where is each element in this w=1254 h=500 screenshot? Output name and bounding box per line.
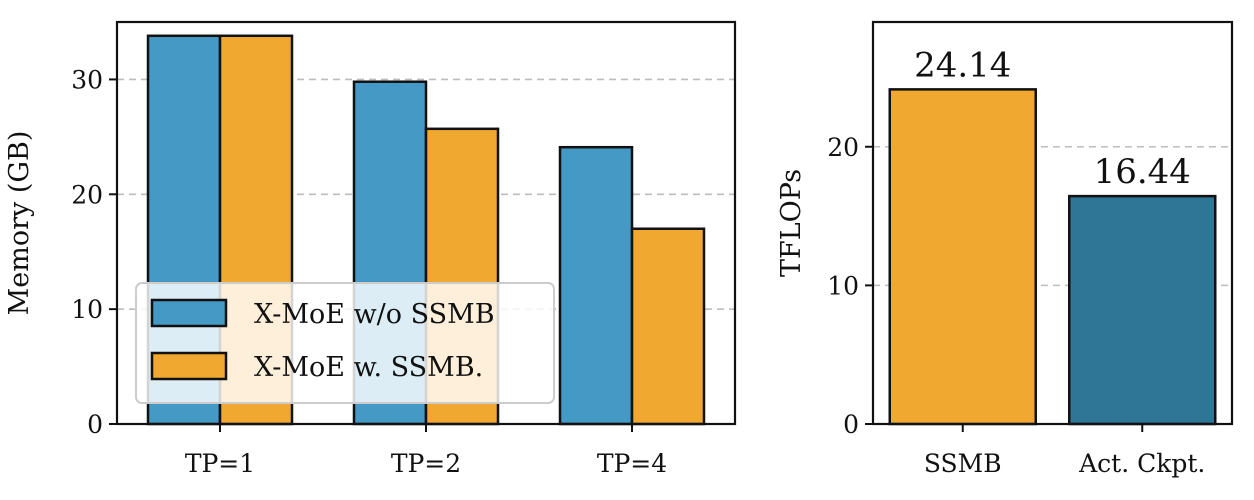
legend-box bbox=[135, 282, 555, 404]
y-tick-label: 0 bbox=[87, 410, 103, 439]
x-tick-label: SSMB bbox=[924, 449, 1002, 478]
plot-frame bbox=[871, 20, 1234, 426]
legend-label: X-MoE w. SSMB. bbox=[254, 352, 483, 383]
y-tick-label: 20 bbox=[71, 180, 103, 209]
y-axis-label: TFLOPs bbox=[776, 169, 807, 277]
legend-swatch bbox=[150, 351, 228, 381]
y-tick-label: 10 bbox=[71, 295, 103, 324]
x-tick-label: TP=1 bbox=[185, 449, 255, 478]
data-label: 24.14 bbox=[914, 45, 1011, 85]
bar bbox=[888, 88, 1037, 426]
plot-frame bbox=[115, 20, 737, 426]
tflops-chart: 24.14 SSMB 16.44 Act. Ckpt. 0 10 20 TFLOPs bbox=[776, 20, 1234, 478]
memory-chart: TP=1 TP=2 TP=4 0 10 20 30 Memory (GB) X-MoE w/o … bbox=[4, 20, 737, 478]
bar-w-ssmb bbox=[630, 227, 706, 426]
x-tick-label: TP=2 bbox=[391, 449, 461, 478]
legend: X-MoE w/o SSMB X-MoE w. SSMB. bbox=[135, 282, 555, 404]
legend-label: X-MoE w/o SSMB bbox=[254, 299, 495, 330]
y-tick-label: 10 bbox=[827, 271, 859, 300]
legend-swatch bbox=[150, 298, 228, 328]
x-tick-label: Act. Ckpt. bbox=[1078, 449, 1205, 478]
y-tick-label: 20 bbox=[827, 133, 859, 162]
x-tick-label: TP=4 bbox=[597, 449, 667, 478]
bar bbox=[1068, 194, 1217, 426]
y-tick-label: 30 bbox=[71, 65, 103, 94]
bar-wo-ssmb bbox=[558, 145, 634, 426]
y-tick-label: 0 bbox=[843, 410, 859, 439]
y-axis-label: Memory (GB) bbox=[4, 131, 35, 316]
data-label: 16.44 bbox=[1094, 152, 1191, 192]
